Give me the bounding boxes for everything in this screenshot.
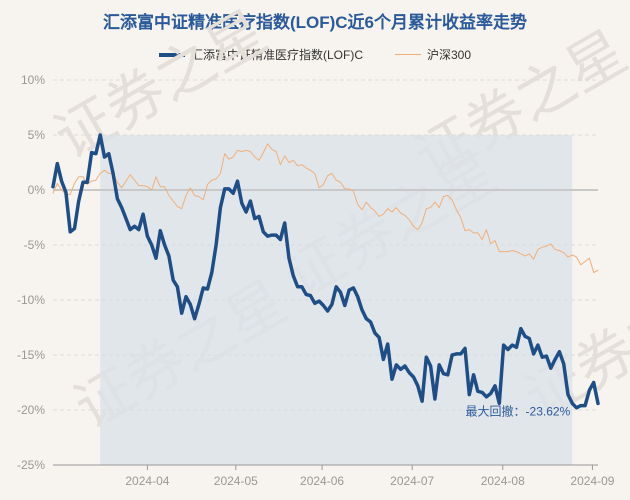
x-axis: 2024-04 2024-05 2024-06 2024-07 2024-08 2024-… [53, 464, 615, 488]
x-tick-label: 2024-08 [481, 474, 525, 488]
legend-swatch-benchmark [394, 53, 421, 56]
x-tick-label: 2024-09 [570, 474, 614, 488]
y-tick-label: -5% [24, 238, 46, 252]
y-gridlines [53, 79, 598, 466]
x-tick-label: 2024-07 [390, 474, 434, 488]
y-tick-label: 5% [28, 128, 46, 142]
max-drawdown-label: 最大回撤：-23.62% [466, 404, 571, 419]
y-tick-label: -25% [17, 458, 45, 472]
chart-title: 汇添富中证精准医疗指数(LOF)C近6个月累计收益率走势 [102, 13, 528, 32]
legend-item-fund[interactable]: 汇添富中证精准医疗指数(LOF)C [158, 46, 363, 63]
legend-label-fund: 汇添富中证精准医疗指数(LOF)C [190, 48, 363, 62]
benchmark-line [52, 143, 599, 273]
legend-item-benchmark[interactable]: 沪深300 [394, 46, 472, 63]
y-tick-label: 0% [28, 183, 46, 197]
y-tick-label: -10% [17, 293, 45, 307]
fund-line [51, 133, 600, 410]
y-tick-label: -15% [17, 348, 45, 362]
series-lines [51, 133, 600, 410]
legend: 汇添富中证精准医疗指数(LOF)C 沪深300 [0, 46, 630, 63]
x-tick-label: 2024-05 [214, 474, 258, 488]
x-tick-label: 2024-06 [300, 474, 344, 488]
legend-label-benchmark: 沪深300 [426, 48, 472, 62]
y-tick-label: 10% [21, 73, 45, 87]
y-axis: 10% 5% 0% -5% -10% -15% -20% -25% [17, 73, 45, 472]
annotations: 最大回撤：-23.62% [466, 404, 571, 419]
y-tick-label: -20% [17, 403, 45, 417]
x-tick-label: 2024-04 [125, 474, 169, 488]
legend-swatch-fund [158, 52, 185, 57]
